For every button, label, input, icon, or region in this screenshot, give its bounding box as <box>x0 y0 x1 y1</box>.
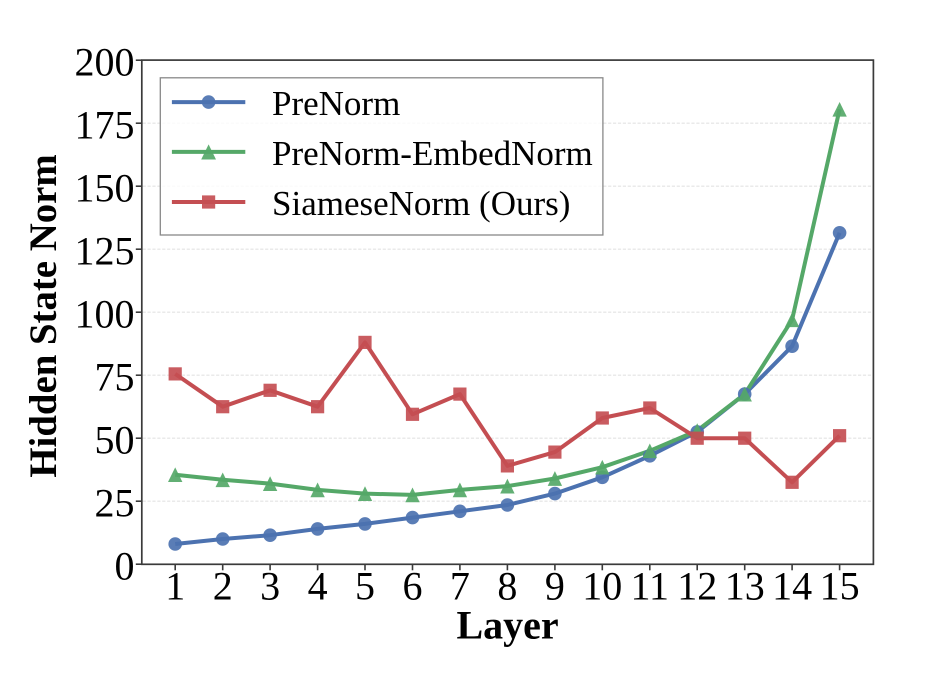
svg-text:6: 6 <box>403 564 423 609</box>
svg-text:25: 25 <box>95 480 135 525</box>
svg-text:4: 4 <box>308 564 328 609</box>
svg-text:14: 14 <box>772 564 812 609</box>
svg-text:Hidden State Norm: Hidden State Norm <box>22 154 65 477</box>
svg-text:10: 10 <box>582 564 622 609</box>
svg-text:3: 3 <box>260 564 280 609</box>
svg-text:PreNorm: PreNorm <box>272 84 400 123</box>
svg-text:125: 125 <box>75 228 135 273</box>
svg-text:100: 100 <box>75 291 135 336</box>
svg-text:12: 12 <box>677 564 717 609</box>
svg-text:0: 0 <box>115 543 135 588</box>
svg-text:PreNorm-EmbedNorm: PreNorm-EmbedNorm <box>272 134 593 173</box>
svg-text:2: 2 <box>213 564 233 609</box>
svg-text:11: 11 <box>631 564 670 609</box>
svg-text:8: 8 <box>497 564 517 609</box>
svg-text:1: 1 <box>165 564 185 609</box>
svg-text:15: 15 <box>820 564 860 609</box>
svg-text:5: 5 <box>355 564 375 609</box>
svg-text:175: 175 <box>75 102 135 147</box>
svg-text:150: 150 <box>75 165 135 210</box>
svg-text:Layer: Layer <box>457 602 559 647</box>
svg-text:SiameseNorm (Ours): SiameseNorm (Ours) <box>272 184 570 223</box>
svg-text:7: 7 <box>450 564 470 609</box>
svg-text:75: 75 <box>95 354 135 399</box>
svg-text:9: 9 <box>545 564 565 609</box>
svg-text:13: 13 <box>725 564 765 609</box>
svg-text:50: 50 <box>95 417 135 462</box>
svg-text:200: 200 <box>75 39 135 84</box>
